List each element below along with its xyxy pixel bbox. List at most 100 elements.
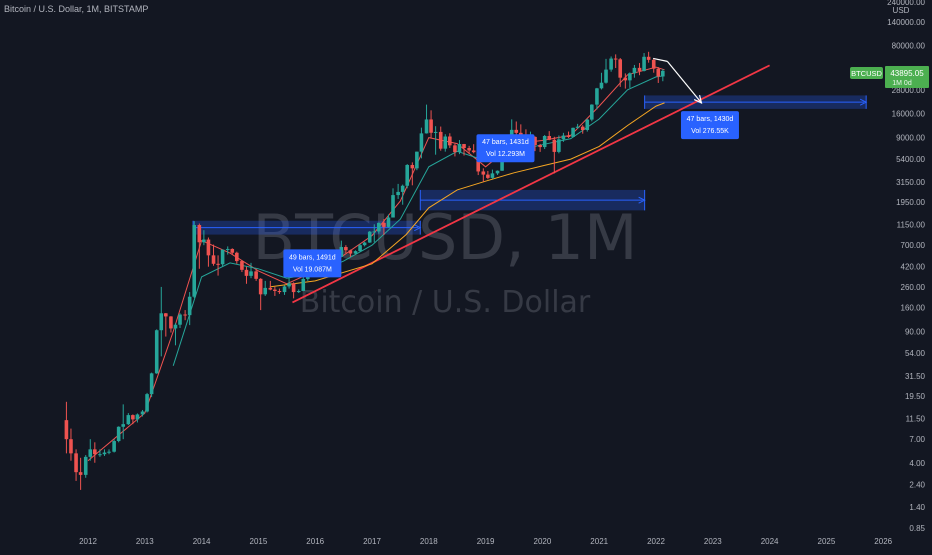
- time-tick-label: 2014: [193, 537, 211, 546]
- candle-body: [453, 145, 457, 153]
- candle-body: [83, 456, 88, 475]
- support-trendline[interactable]: [292, 64, 771, 304]
- candle-body: [400, 185, 405, 192]
- symbol-title[interactable]: Bitcoin / U.S. Dollar, 1M, BITSTAMP: [4, 4, 149, 14]
- candle-body: [159, 313, 164, 331]
- projection-arrowhead: [693, 95, 703, 104]
- candle-body: [486, 174, 490, 178]
- candle-body: [348, 250, 353, 254]
- price-axis-unit: USD: [893, 6, 910, 15]
- candle-body: [240, 261, 244, 270]
- time-tick-label: 2018: [420, 537, 438, 546]
- candle-body: [140, 411, 145, 415]
- price-tick-label: 3150.00: [896, 178, 925, 187]
- price-tick-label: 4.00: [909, 459, 925, 468]
- candle-body: [287, 283, 291, 287]
- time-tick-label: 2026: [874, 537, 892, 546]
- candle-body: [88, 449, 93, 457]
- candle-body: [74, 453, 78, 473]
- candle-body: [149, 373, 154, 395]
- candle-body: [467, 148, 471, 151]
- candle-body: [235, 252, 239, 262]
- candle-body: [178, 314, 182, 325]
- candle-body: [254, 271, 258, 279]
- price-axis[interactable]: USD 240000.00140000.0080000.0046000.0028…: [887, 0, 925, 533]
- price-tick-label: 80000.00: [892, 42, 926, 51]
- time-tick-label: 2021: [590, 537, 608, 546]
- candle-body: [78, 472, 83, 475]
- candle-body: [628, 73, 632, 81]
- candle-body: [211, 255, 216, 264]
- candle-body: [623, 77, 628, 81]
- candle-body: [197, 225, 202, 243]
- price-tick-label: 700.00: [901, 241, 926, 250]
- range-label-box[interactable]: [476, 134, 535, 163]
- time-tick-label: 2020: [534, 537, 552, 546]
- candle-body: [642, 56, 646, 71]
- candle-body: [547, 136, 552, 140]
- candle-body: [273, 289, 277, 291]
- candle-body: [169, 316, 173, 329]
- candle-body: [216, 263, 220, 265]
- range-label-box[interactable]: [680, 111, 739, 140]
- candle-body: [575, 126, 580, 128]
- candle-body: [282, 286, 287, 293]
- time-tick-label: 2023: [704, 537, 722, 546]
- price-tick-label: 2.40: [909, 480, 925, 489]
- range-arrowhead: [414, 224, 422, 232]
- symbol-tag-text: BTCUSD: [851, 69, 882, 78]
- projection-arrow-segment[interactable]: [653, 57, 668, 62]
- candle-body: [656, 68, 661, 77]
- candle-body: [372, 231, 377, 233]
- price-tick-label: 140000.00: [887, 18, 925, 27]
- price-tick-label: 1150.00: [897, 220, 926, 229]
- candle-body: [661, 70, 665, 77]
- range-labels[interactable]: 49 bars, 1491d Vol 19.087M 47 bars, 1431d V…: [283, 111, 739, 278]
- time-tick-label: 2016: [306, 537, 324, 546]
- range-label-box[interactable]: [283, 249, 342, 278]
- projection-arrows[interactable]: [653, 57, 703, 104]
- candle-body: [183, 314, 187, 316]
- range-label-text: 47 bars, 1431d: [482, 139, 529, 146]
- candle-body: [571, 127, 575, 137]
- candle-body: [585, 119, 590, 131]
- price-tick-label: 28000.00: [892, 86, 926, 95]
- time-axis[interactable]: 2012 2013 2014 2015 2016 2017 2018 2019 2020 2021…: [79, 537, 893, 546]
- candle-body: [429, 119, 433, 133]
- symbol-tag-bg: [850, 67, 883, 79]
- candle-body: [557, 139, 561, 152]
- candle-body: [462, 144, 466, 149]
- candle-body: [268, 287, 273, 290]
- time-tick-label: 2024: [761, 537, 779, 546]
- price-tag-value: 43895.05: [890, 69, 924, 78]
- date-range-boxes[interactable]: [192, 95, 868, 235]
- last-price-tag: BTCUSD 43895.05 1M 0d: [850, 66, 929, 88]
- price-tick-label: 1.40: [909, 503, 925, 512]
- candle-body: [154, 330, 159, 374]
- projection-arrow-segment[interactable]: [666, 60, 702, 104]
- candle-body: [481, 171, 486, 175]
- candle-body: [538, 145, 542, 148]
- candle-body: [490, 173, 495, 178]
- candle-body: [362, 242, 367, 246]
- price-tick-label: 1950.00: [896, 198, 925, 207]
- candle-body: [291, 283, 296, 293]
- candle-body: [471, 150, 476, 153]
- candle-body: [382, 222, 386, 227]
- candle-body: [590, 104, 594, 120]
- price-tick-label: 260.00: [901, 283, 926, 292]
- price-tick-label: 54.00: [905, 349, 926, 358]
- time-tick-label: 2022: [647, 537, 665, 546]
- candle-body: [443, 136, 448, 149]
- candle-body: [500, 159, 504, 171]
- price-tick-label: 0.85: [909, 524, 925, 533]
- trendline-layer[interactable]: [292, 64, 771, 304]
- candle-body: [107, 451, 111, 453]
- range-label-text: Vol 276.55K: [691, 128, 729, 135]
- candle-body: [519, 132, 523, 135]
- candle-body: [145, 394, 149, 412]
- price-tag-bg: [885, 66, 929, 88]
- candles: [64, 51, 665, 490]
